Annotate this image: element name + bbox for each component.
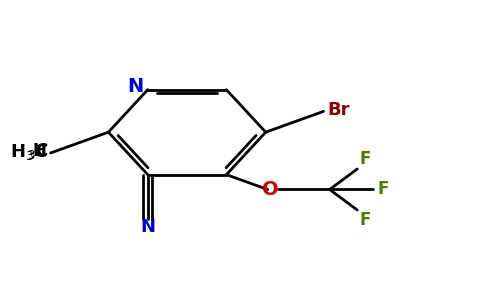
Text: F: F <box>360 212 371 230</box>
Text: F: F <box>360 149 371 167</box>
Text: N: N <box>128 77 144 96</box>
Text: O: O <box>262 180 278 199</box>
Text: F: F <box>378 181 389 199</box>
Text: N: N <box>140 218 155 236</box>
Text: Br: Br <box>327 101 350 119</box>
Text: $_3$C: $_3$C <box>28 142 49 161</box>
Text: H: H <box>33 142 47 160</box>
Text: H$_3$C: H$_3$C <box>11 142 48 162</box>
